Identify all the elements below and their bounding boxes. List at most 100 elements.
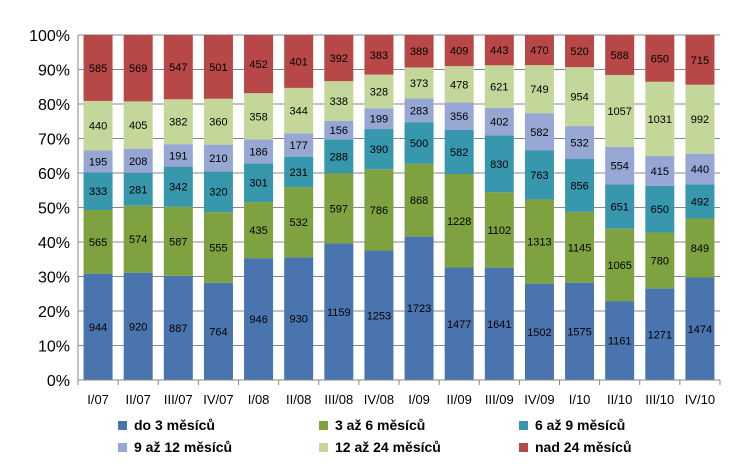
bar-segment [685,84,715,154]
bar-segment [203,171,233,213]
data-label: 582 [450,147,468,159]
data-label: 587 [169,236,187,248]
bar-segment [364,169,394,251]
y-tick-label: 50% [38,201,70,218]
data-label: 415 [651,166,669,178]
data-label: 288 [330,151,348,163]
bar-segment [324,173,354,244]
data-label: 715 [691,55,709,67]
data-label: 382 [169,117,187,129]
bar-segment [605,74,635,147]
y-tick-label: 100% [29,28,70,45]
y-tick-label: 0% [47,373,70,390]
data-label: 920 [129,321,147,333]
data-label: 1313 [527,237,551,249]
data-label: 156 [330,125,348,137]
data-label: 650 [651,53,669,65]
data-label: 199 [370,114,388,126]
data-label: 946 [249,314,267,326]
data-label: 621 [490,82,508,94]
data-label: 1031 [648,114,672,126]
bar-segment [404,35,434,68]
bar-segment [444,66,474,103]
data-label: 1502 [527,327,551,339]
data-label: 1641 [487,319,511,331]
data-label: 1161 [608,336,632,348]
data-label: 547 [169,62,187,74]
y-tick-label: 40% [38,235,70,252]
bar-segment [83,150,113,173]
data-label: 390 [370,144,388,156]
data-label: 208 [129,156,147,168]
bar-segment [83,35,113,101]
data-label: 401 [290,56,308,68]
x-tick-label: IV/08 [364,392,394,407]
bar-segment [605,184,635,229]
data-label: 1145 [568,242,592,254]
bar-segment [83,209,113,274]
bar-segment [404,236,434,380]
data-label: 440 [691,164,709,176]
bar-segment [565,67,595,127]
data-label: 333 [89,186,107,198]
data-label: 651 [611,202,629,214]
data-label: 764 [209,326,227,338]
data-label: 569 [129,63,147,75]
data-label: 443 [490,45,508,57]
x-tick-label: II/07 [126,392,151,407]
y-tick-label: 80% [38,97,70,114]
data-label: 409 [450,46,468,58]
bar-segment [83,172,113,210]
bar-segment [83,273,113,380]
data-label: 582 [530,127,548,139]
bar-segment [565,35,595,68]
bar-segment [605,146,635,185]
x-tick-label: III/09 [485,392,514,407]
data-label: 532 [290,217,308,229]
data-label: 1477 [447,319,471,331]
bar-segment [404,122,434,164]
x-tick-label: II/09 [447,392,472,407]
bar-segment [484,135,514,193]
bar-segment [484,192,514,268]
data-label: 1159 [327,307,351,319]
bar-segment [244,93,274,140]
data-label: 1102 [487,225,511,237]
data-label: 392 [330,53,348,65]
bar-segment [163,35,193,100]
bar-segment [444,129,474,174]
x-tick-label: IV/09 [524,392,554,407]
bar-segment [565,282,595,380]
data-label: 780 [651,256,669,268]
data-label: 574 [129,234,147,246]
data-label: 231 [290,167,308,179]
bar-segment [163,99,193,145]
data-label: 1474 [688,324,712,336]
data-label: 588 [611,50,629,62]
bar-segment [324,139,354,174]
bar-segment [645,81,675,156]
data-label: 565 [89,237,107,249]
bar-segment [284,87,314,134]
bar-segment [324,243,354,380]
data-label: 440 [89,121,107,133]
data-label: 435 [249,225,267,237]
bar-segment [565,126,595,159]
data-label: 868 [410,195,428,207]
data-label: 452 [249,59,267,71]
data-label: 597 [330,203,348,215]
bar-segment [244,35,274,94]
data-label: 344 [290,106,308,118]
x-tick-label: II/10 [607,392,632,407]
y-tick-label: 20% [38,304,70,321]
bar-segment [163,275,193,380]
bar-segment [203,144,233,172]
bar-segment [123,172,153,206]
bar-segment [123,35,153,102]
y-tick-label: 60% [38,166,70,183]
bar-segment [685,153,715,185]
data-label: 1575 [567,326,591,338]
data-label: 856 [570,180,588,192]
data-label: 356 [450,111,468,123]
